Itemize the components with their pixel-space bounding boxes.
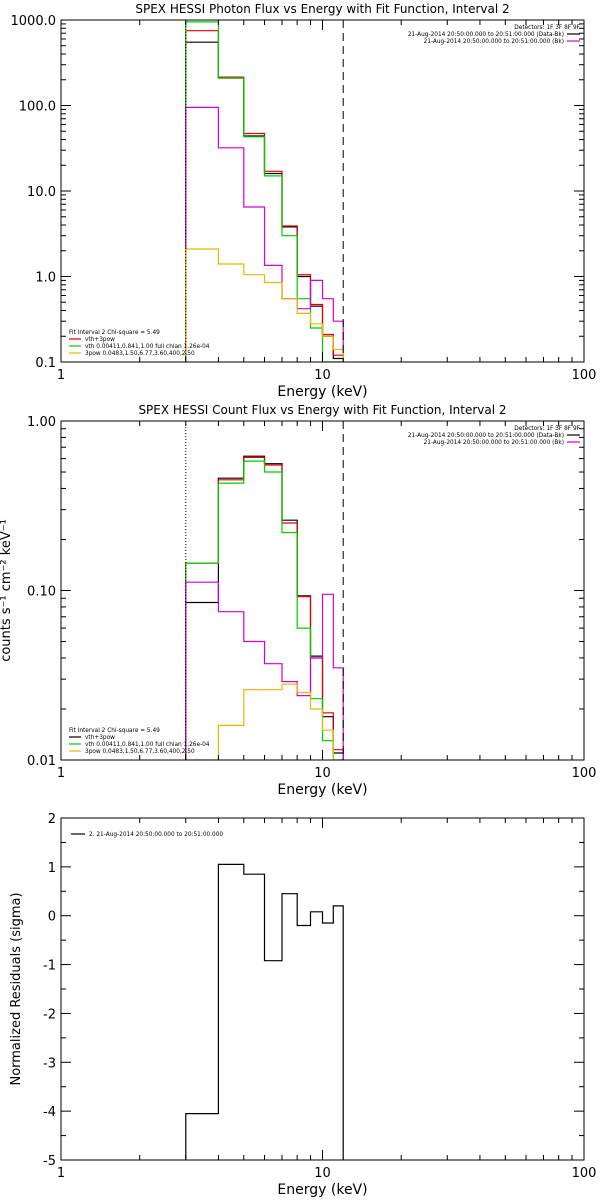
legend-label: vth 0.00411,0.841,1.00 full chian 1.26e-… [85, 344, 210, 350]
y-tick-label: 0 [48, 910, 56, 925]
x-tick-label: 10 [314, 368, 331, 383]
series-3-line [185, 460, 344, 760]
y-axis-label: counts s⁻¹ cm⁻² keV⁻¹ [0, 519, 14, 662]
legend-header: Fit Interval 2 Chi-square = 5.49 [69, 330, 160, 336]
x-tick-label: 10 [314, 1166, 331, 1181]
y-tick-label: 10.0 [27, 185, 56, 200]
series-4-line [185, 581, 344, 760]
series-2-line [185, 30, 344, 362]
series-1-line [185, 863, 344, 1160]
y-tick-label: 1 [48, 861, 56, 876]
legend-label: 21-Aug-2014 20:50:00.000 to 20:51:00.000… [408, 433, 564, 439]
legend-header: Detectors: 1F 3F 8F 9F [514, 25, 580, 31]
y-tick-label: -4 [43, 1105, 56, 1120]
x-tick-label: 1 [57, 1166, 65, 1181]
legend-label: 3pow 0.0483,1.50,6.77,3.60,400,2.50 [85, 749, 195, 755]
legend-label: vth+3pow [85, 735, 115, 741]
series-5-line [185, 683, 344, 760]
y-tick-label: 1.0 [35, 271, 56, 286]
y-axis-label: Normalized Residuals (sigma) [9, 892, 24, 1085]
y-tick-label: -1 [43, 959, 56, 974]
y-tick-label: 1000.0 [11, 14, 57, 29]
y-tick-label: 2 [48, 812, 56, 827]
legend-label: 2. 21-Aug-2014 20:50:00.000 to 20:51:00.… [89, 832, 223, 838]
plot-frame [60, 817, 585, 1161]
y-tick-label: 0.10 [27, 585, 56, 600]
x-axis-label: Energy (keV) [277, 384, 367, 400]
x-axis-label: Energy (keV) [277, 1182, 367, 1198]
legend-label: vth 0.00411,0.841,1.00 full chian 1.26e-… [85, 742, 210, 748]
y-tick-label: -3 [43, 1056, 56, 1071]
legend-label: 3pow 0.0483,1.50,6.77,3.60,400,2.50 [85, 351, 195, 357]
legend-label: 21-Aug-2014 20:50:00.000 to 20:51:00.000… [408, 32, 564, 38]
y-tick-label: 0.01 [27, 754, 56, 769]
x-tick-label: 1 [57, 766, 65, 781]
series-2-line [185, 456, 344, 760]
series-1-line [185, 41, 344, 362]
x-tick-label: 100 [572, 1166, 597, 1181]
legend-label: 21-Aug-2014 20:50:00.000 to 20:51:00.000… [424, 440, 564, 446]
legend-label: 21-Aug-2014 20:50:00.000 to 20:51:00.000… [424, 39, 564, 45]
y-tick-label: 1.00 [27, 415, 56, 430]
series-3-line [185, 21, 344, 362]
y-tick-label: -2 [43, 1007, 56, 1022]
y-tick-label: -5 [43, 1154, 56, 1169]
chart-panel-1: SPEX HESSI Photon Flux vs Energy with Fi… [11, 2, 597, 400]
legend-label: vth+3pow [85, 337, 115, 343]
y-tick-label: 100.0 [19, 100, 56, 115]
chart-title: SPEX HESSI Photon Flux vs Energy with Fi… [135, 2, 509, 16]
x-tick-label: 10 [314, 766, 331, 781]
y-tick-label: 0.1 [35, 356, 56, 371]
series-1-line [185, 455, 344, 760]
chart-title: SPEX HESSI Count Flux vs Energy with Fit… [138, 403, 506, 417]
x-tick-label: 1 [57, 368, 65, 383]
x-axis-label: Energy (keV) [277, 782, 367, 798]
series-5-line [185, 248, 344, 362]
x-tick-label: 100 [572, 766, 597, 781]
legend-header: Detectors: 1F 3F 8F 9F [514, 426, 580, 432]
chart-panel-2: SPEX HESSI Count Flux vs Energy with Fit… [0, 403, 596, 798]
chart-panel-3: 1 10 100 Energy (keV) -5 -4 -3 -2 -1 0 1 2 Normalize… [9, 812, 596, 1198]
legend-header: Fit Interval 2 Chi-square = 5.49 [69, 728, 160, 734]
x-tick-label: 100 [572, 368, 597, 383]
